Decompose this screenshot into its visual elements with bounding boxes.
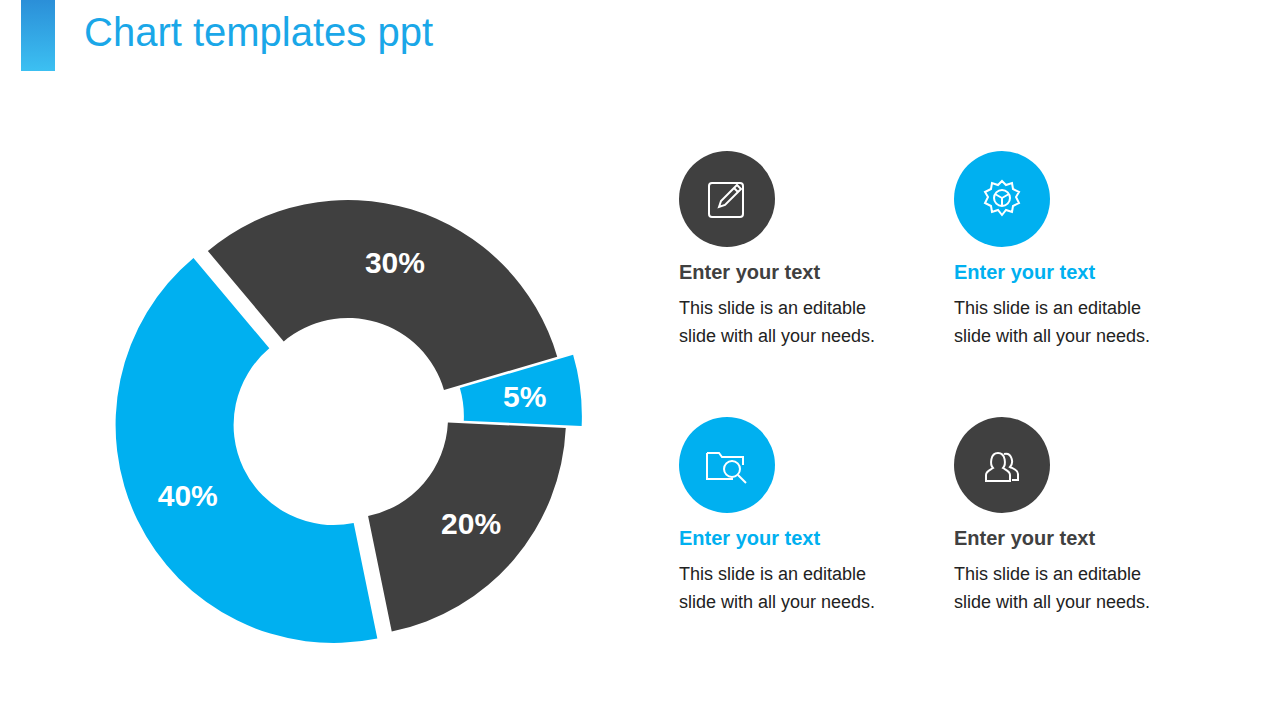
svg-text:20%: 20%	[441, 507, 501, 540]
html-text:Enter your text: Enter your text	[954, 527, 1096, 549]
html-text:Enter your text: Enter your text	[679, 527, 821, 549]
html-text:This slide is an editable slid: This slide is an editable slide with all…	[679, 298, 876, 346]
svg-text:30%: 30%	[365, 246, 425, 279]
html-text:Chart templates ppt: Chart templates ppt	[84, 10, 434, 54]
svg-text:40%: 40%	[158, 479, 218, 512]
html-text:This slide is an editable slid: This slide is an editable slide with all…	[679, 564, 876, 612]
html-text:This slide is an editable slid: This slide is an editable slide with all…	[954, 564, 1151, 612]
svg-text:5%: 5%	[503, 380, 546, 413]
html-text:Enter your text: Enter your text	[679, 261, 821, 283]
html-text:Enter your text: Enter your text	[954, 261, 1096, 283]
html-text:This slide is an editable slid: This slide is an editable slide with all…	[954, 298, 1151, 346]
